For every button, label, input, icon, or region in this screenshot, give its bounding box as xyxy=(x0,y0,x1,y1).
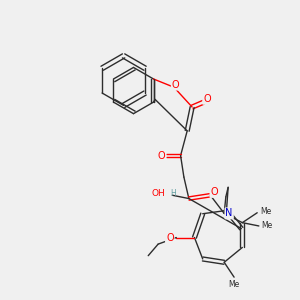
Text: O: O xyxy=(172,80,179,90)
Text: O: O xyxy=(203,94,211,104)
Text: Me: Me xyxy=(260,207,271,216)
Text: O: O xyxy=(158,151,166,160)
Text: H: H xyxy=(171,189,176,198)
Text: Me: Me xyxy=(229,280,240,290)
Text: O: O xyxy=(211,187,218,197)
Text: O: O xyxy=(166,232,174,242)
Text: OH: OH xyxy=(152,189,166,198)
Text: N: N xyxy=(225,208,233,218)
Text: Me: Me xyxy=(262,221,273,230)
